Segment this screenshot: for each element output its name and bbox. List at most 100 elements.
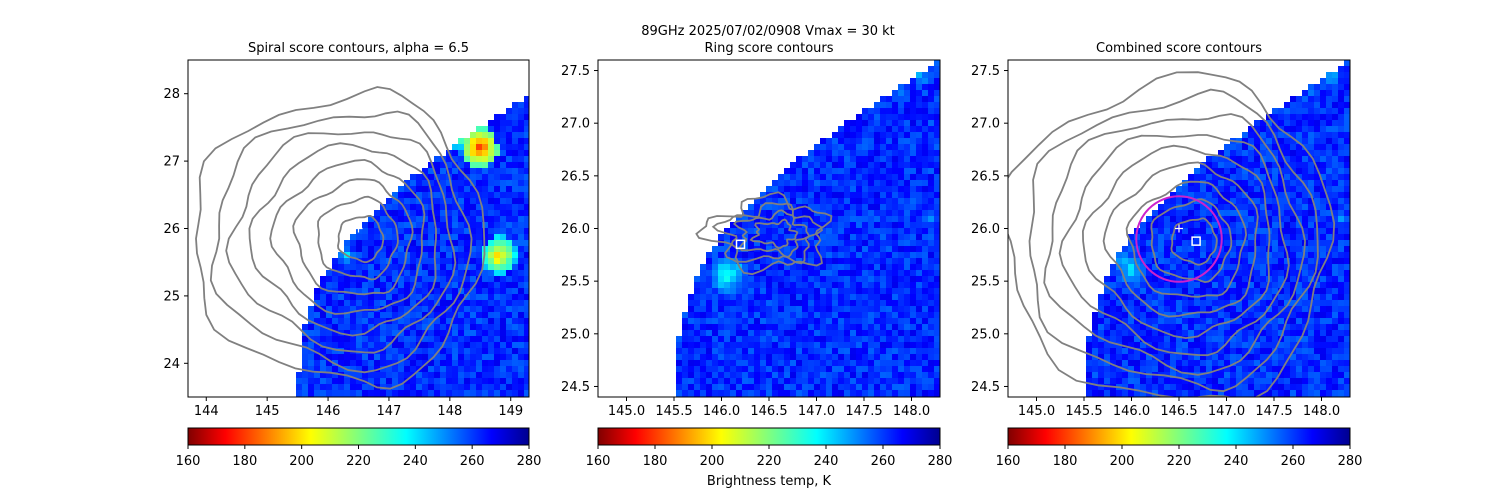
heatmap-cell [1326,264,1333,271]
heatmap-cell [428,228,435,235]
heatmap-cell [880,252,887,259]
heatmap-cell [410,378,417,385]
heatmap-cell [826,330,833,337]
heatmap-cell [700,330,707,337]
heatmap-cell [1212,252,1219,259]
heatmap-cell [760,324,767,331]
colorbar-tick-label: 200 [700,454,725,469]
heatmap-cell [1170,336,1177,343]
heatmap-cell [868,252,875,259]
heatmap-cell [1296,114,1303,121]
heatmap-cell [772,204,779,211]
heatmap-cell [856,306,863,313]
heatmap-cell [476,138,483,145]
heatmap-cell [1260,126,1267,133]
heatmap-cell [452,234,459,241]
heatmap-cell [482,282,489,289]
heatmap-cell [1296,390,1303,397]
heatmap-cell [470,282,477,289]
heatmap-cell [476,282,483,289]
heatmap-cell [1170,252,1177,259]
heatmap-cell [428,240,435,247]
heatmap-cell [1326,180,1333,187]
heatmap-cell [482,198,489,205]
heatmap-cell [1152,270,1159,277]
heatmap-cell [904,174,911,181]
heatmap-cell [482,270,489,277]
heatmap-cell [344,378,351,385]
heatmap-cell [874,246,881,253]
heatmap-cell [1254,198,1261,205]
heatmap-cell [802,276,809,283]
heatmap-cell [434,330,441,337]
heatmap-cell [1152,276,1159,283]
heatmap-cell [904,258,911,265]
heatmap-cell [838,132,845,139]
heatmap-cell [922,246,929,253]
heatmap-cell [416,222,423,229]
heatmap-cell [1134,330,1141,337]
heatmap-cell [1320,330,1327,337]
heatmap-cell [1146,306,1153,313]
heatmap-cell [1188,354,1195,361]
heatmap-cell [826,264,833,271]
heatmap-cell [398,348,405,355]
heatmap-cell [464,366,471,373]
heatmap-cell [886,102,893,109]
heatmap-cell [1242,312,1249,319]
heatmap-cell [422,270,429,277]
heatmap-cell [1230,372,1237,379]
heatmap-cell [1146,300,1153,307]
heatmap-cell [802,198,809,205]
heatmap-cell [512,348,519,355]
heatmap-cell [1170,258,1177,265]
heatmap-cell [494,390,501,397]
heatmap-cell [856,276,863,283]
heatmap-cell [1182,192,1189,199]
heatmap-cell [1284,294,1291,301]
heatmap-cell [724,252,731,259]
heatmap-cell [338,360,345,367]
heatmap-cell [874,384,881,391]
heatmap-cell [850,306,857,313]
heatmap-cell [736,348,743,355]
heatmap-cell [1320,132,1327,139]
heatmap-cell [790,348,797,355]
heatmap-cell [880,342,887,349]
heatmap-cell [1236,288,1243,295]
heatmap-cell [500,168,507,175]
heatmap-cell [868,258,875,265]
heatmap-cell [326,306,333,313]
heatmap-cell [404,276,411,283]
heatmap-cell [904,114,911,121]
heatmap-cell [1278,360,1285,367]
heatmap-cell [790,246,797,253]
heatmap-cell [862,312,869,319]
heatmap-cell [904,264,911,271]
heatmap-cell [886,252,893,259]
heatmap-cell [1344,192,1350,199]
heatmap-cell [344,336,351,343]
heatmap-cell [742,330,749,337]
heatmap-cell [524,312,529,319]
heatmap-cell [482,144,489,151]
heatmap-cell [1188,210,1195,217]
heatmap-cell [1188,372,1195,379]
heatmap-cell [1320,102,1327,109]
heatmap-cell [410,210,417,217]
heatmap-cell [1224,276,1231,283]
heatmap-cell [880,324,887,331]
heatmap-cell [1128,306,1135,313]
heatmap-cell [796,162,803,169]
heatmap-cell [1320,90,1327,97]
heatmap-cell [470,324,477,331]
heatmap-cell [808,174,815,181]
heatmap-cell [1284,108,1291,115]
heatmap-cell [1284,216,1291,223]
heatmap-cell [458,276,465,283]
heatmap-cell [1266,252,1273,259]
heatmap-cell [772,324,779,331]
heatmap-cell [742,210,749,217]
heatmap-cell [862,198,869,205]
heatmap-cell [778,246,785,253]
